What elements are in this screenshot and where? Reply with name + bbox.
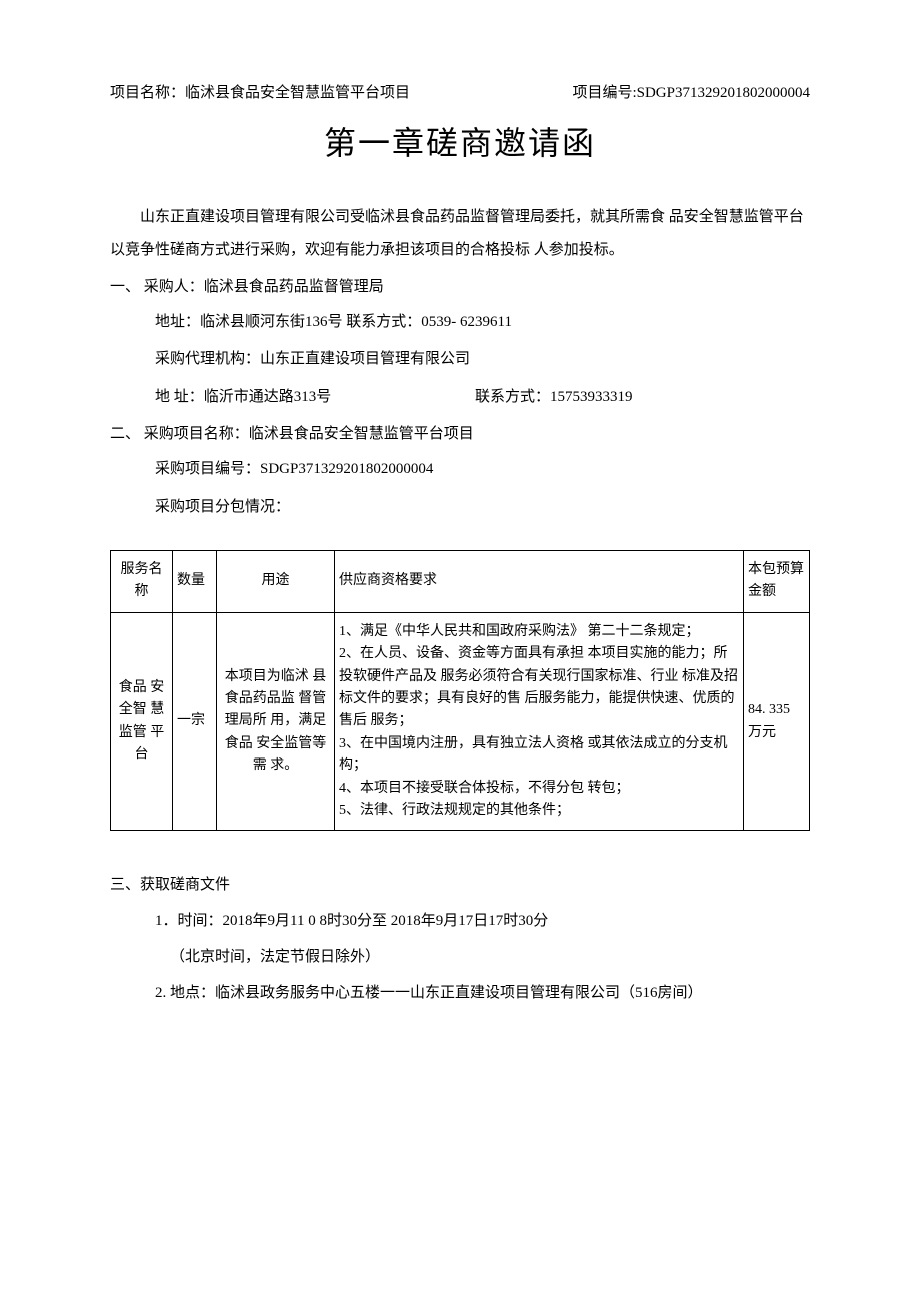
package-table: 服务名称 数量 用途 供应商资格要求 本包预算金额 食品 安全智 慧监管 平台 …	[110, 550, 810, 831]
cell-budget: 84. 335 万元	[744, 612, 810, 831]
col-purpose: 用途	[217, 551, 335, 613]
table-row: 食品 安全智 慧监管 平台 一宗 本项目为临沭 县食品药品监 督管理局所 用，满…	[111, 612, 810, 831]
section3-head: 三、获取磋商文件	[110, 867, 810, 903]
cell-purpose: 本项目为临沭 县食品药品监 督管理局所 用，满足食品 安全监管等 需 求。	[217, 612, 335, 831]
project-name: 项目名称：临沭县食品安全智慧监管平台项目	[110, 80, 410, 107]
col-quantity: 数量	[173, 551, 217, 613]
cell-service-name: 食品 安全智 慧监管 平台	[111, 612, 173, 831]
agency-contact: 联系方式：15753933319	[475, 379, 633, 417]
section2-head: 二、 采购项目名称：临沭县食品安全智慧监管平台项目	[110, 418, 810, 451]
project-code: 项目编号:SDGP371329201802000004	[572, 80, 810, 107]
agency-address: 地 址：临沂市通达路313号	[155, 379, 475, 417]
table-header-row: 服务名称 数量 用途 供应商资格要求 本包预算金额	[111, 551, 810, 613]
section1-head: 一、 采购人：临沭县食品药品监督管理局	[110, 271, 810, 304]
section3-location: 2. 地点：临沭县政务服务中心五楼一一山东正直建设项目管理有限公司（516房间）	[110, 975, 810, 1011]
section-1: 一、 采购人：临沭县食品药品监督管理局 地址：临沭县顺河东街136号 联系方式：…	[110, 271, 810, 417]
intro-paragraph: 山东正直建设项目管理有限公司受临沭县食品药品监督管理局委托，就其所需食 品安全智…	[110, 201, 810, 267]
section3-time: 1．时间：2018年9月11 0 8时30分至 2018年9月17日17时30分	[110, 903, 810, 939]
package-table-wrapper: 服务名称 数量 用途 供应商资格要求 本包预算金额 食品 安全智 慧监管 平台 …	[110, 550, 810, 831]
project-code-line: 采购项目编号：SDGP371329201802000004	[110, 451, 810, 489]
col-requirements: 供应商资格要求	[335, 551, 744, 613]
document-header: 项目名称：临沭县食品安全智慧监管平台项目 项目编号:SDGP3713292018…	[110, 80, 810, 107]
section3-time-note: （北京时间，法定节假日除外）	[110, 939, 810, 975]
purchaser-address: 地址：临沭县顺河东街136号 联系方式：0539- 6239611	[110, 304, 810, 342]
agency-name: 采购代理机构：山东正直建设项目管理有限公司	[110, 341, 810, 379]
col-budget: 本包预算金额	[744, 551, 810, 613]
section-3: 三、获取磋商文件 1．时间：2018年9月11 0 8时30分至 2018年9月…	[110, 867, 810, 1011]
col-service-name: 服务名称	[111, 551, 173, 613]
cell-requirements: 1、满足《中华人民共和国政府采购法》 第二十二条规定；2、在人员、设备、资金等方…	[335, 612, 744, 831]
agency-address-row: 地 址：临沂市通达路313号 联系方式：15753933319	[110, 379, 810, 417]
chapter-title: 第一章磋商邀请函	[110, 115, 810, 173]
cell-quantity: 一宗	[173, 612, 217, 831]
section-2: 二、 采购项目名称：临沭县食品安全智慧监管平台项目 采购项目编号：SDGP371…	[110, 418, 810, 526]
package-line: 采购项目分包情况：	[110, 489, 810, 527]
